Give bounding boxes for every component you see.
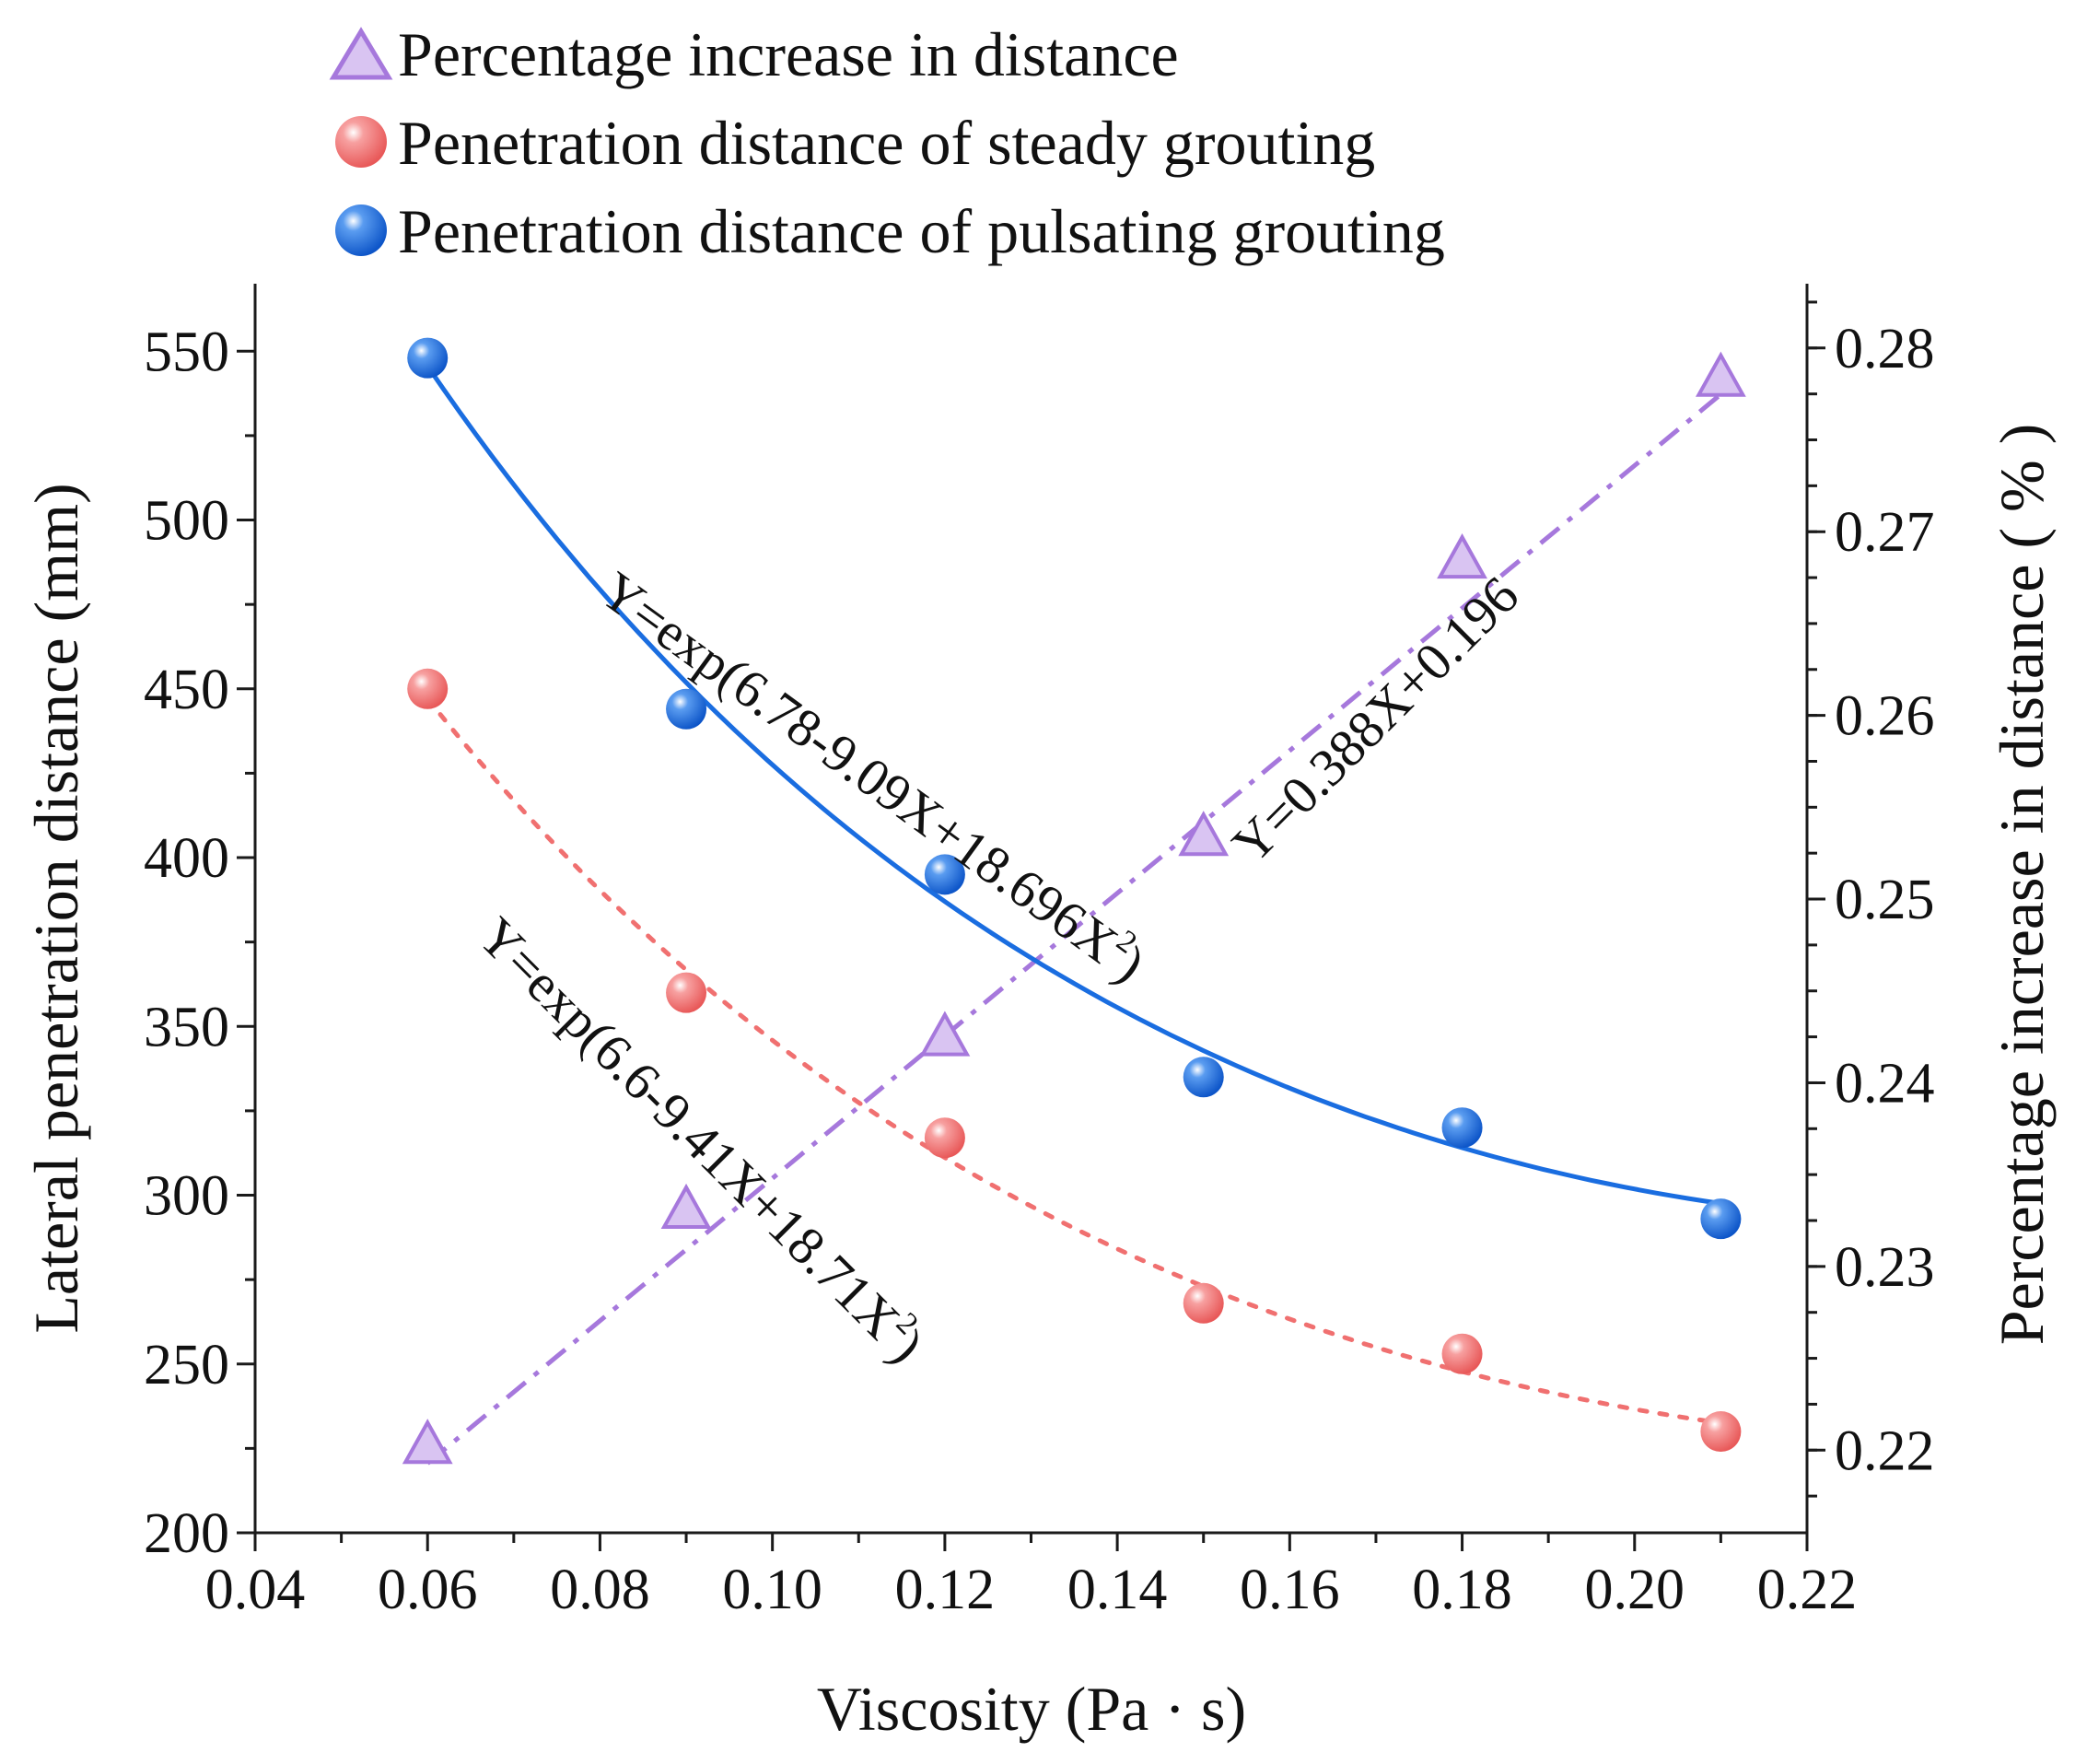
x-tick-label: 0.14 xyxy=(1067,1559,1168,1621)
point-pulsating xyxy=(407,337,449,379)
point-steady xyxy=(1441,1333,1483,1374)
x-tick-label: 0.20 xyxy=(1585,1559,1685,1621)
y2-tick-label: 0.27 xyxy=(1835,501,1935,564)
y-tick-label: 200 xyxy=(144,1502,229,1565)
y2-axis-title: Percentage increase in distance ( % ) xyxy=(1987,424,2057,1346)
equation-pulsating: Y=exp(6.78-9.09X+18.696X2) xyxy=(589,558,1157,995)
point-percentage xyxy=(1178,811,1230,857)
legend-item-steady: Penetration distance of steady grouting xyxy=(335,108,1375,178)
legend-sphere-marker-steady xyxy=(335,116,387,168)
point-percentage xyxy=(402,1419,453,1465)
legend: Percentage increase in distance Penetrat… xyxy=(329,19,1445,266)
y2-tick-label: 0.28 xyxy=(1835,318,1935,380)
point-steady xyxy=(407,668,449,709)
equation-steady: Y=exp(6.6-9.41X+18.71X2) xyxy=(467,904,938,1374)
point-pulsating xyxy=(666,688,707,730)
data-points xyxy=(402,337,1746,1465)
x-tick-label: 0.16 xyxy=(1240,1559,1340,1621)
point-pulsating xyxy=(1441,1107,1483,1149)
y-tick-label: 450 xyxy=(144,659,229,721)
y-tick-label: 400 xyxy=(144,827,229,890)
legend-label-pulsating: Penetration distance of pulsating grouti… xyxy=(398,196,1445,266)
point-steady xyxy=(666,972,707,1013)
x-tick-label: 0.10 xyxy=(722,1559,822,1621)
fit-curve-pulsating xyxy=(426,364,1721,1206)
y2-axis-ticks: 0.22 0.23 0.24 0.25 0.26 0.27 0.28 xyxy=(1807,300,1935,1498)
point-steady xyxy=(924,1117,965,1159)
point-pulsating xyxy=(1183,1057,1224,1098)
legend-triangle-marker xyxy=(329,27,393,80)
x-tick-label: 0.18 xyxy=(1412,1559,1512,1621)
legend-label-steady: Penetration distance of steady grouting xyxy=(398,108,1375,178)
y2-tick-label: 0.25 xyxy=(1835,869,1935,931)
point-percentage xyxy=(1695,351,1746,397)
fit-curve-steady xyxy=(425,696,1723,1426)
legend-item-percentage: Percentage increase in distance xyxy=(329,19,1179,89)
y-tick-label: 300 xyxy=(144,1165,229,1228)
point-pulsating xyxy=(1700,1198,1742,1240)
y-tick-label: 550 xyxy=(144,321,229,383)
y-tick-label: 500 xyxy=(144,490,229,553)
legend-label-percentage: Percentage increase in distance xyxy=(398,19,1179,89)
point-percentage xyxy=(660,1183,712,1230)
y-axis-title: Lateral penetration distance (mm) xyxy=(21,483,91,1333)
y2-tick-label: 0.24 xyxy=(1835,1052,1935,1115)
x-tick-label: 0.04 xyxy=(205,1559,306,1621)
point-steady xyxy=(1183,1282,1224,1324)
equation-percentage: Y=0.388X+0.196 xyxy=(1220,565,1530,874)
y2-tick-label: 0.22 xyxy=(1835,1419,1935,1482)
y-axis-ticks: 200 250 300 350 400 450 500 550 xyxy=(144,321,255,1565)
y-tick-label: 350 xyxy=(144,996,229,1058)
point-percentage xyxy=(919,1011,971,1057)
x-axis-title: Viscosity (Pa · s) xyxy=(817,1674,1246,1744)
point-steady xyxy=(1700,1411,1742,1453)
y2-tick-label: 0.26 xyxy=(1835,685,1935,748)
legend-sphere-marker-pulsating xyxy=(335,204,387,256)
legend-item-pulsating: Penetration distance of pulsating grouti… xyxy=(335,196,1445,266)
x-tick-label: 0.12 xyxy=(895,1559,996,1621)
x-tick-label: 0.08 xyxy=(550,1559,650,1621)
fit-curves xyxy=(425,364,1723,1466)
y-tick-label: 250 xyxy=(144,1334,229,1396)
point-pulsating xyxy=(924,854,965,895)
y2-tick-label: 0.23 xyxy=(1835,1236,1935,1299)
point-percentage xyxy=(1437,533,1487,579)
fit-line-percentage xyxy=(426,392,1722,1466)
x-tick-label: 0.22 xyxy=(1757,1559,1858,1621)
x-tick-label: 0.06 xyxy=(378,1559,478,1621)
x-axis-ticks: 0.04 0.06 0.08 0.10 0.12 0.14 0.16 0.18 0.20 0.22 xyxy=(205,1533,1858,1621)
